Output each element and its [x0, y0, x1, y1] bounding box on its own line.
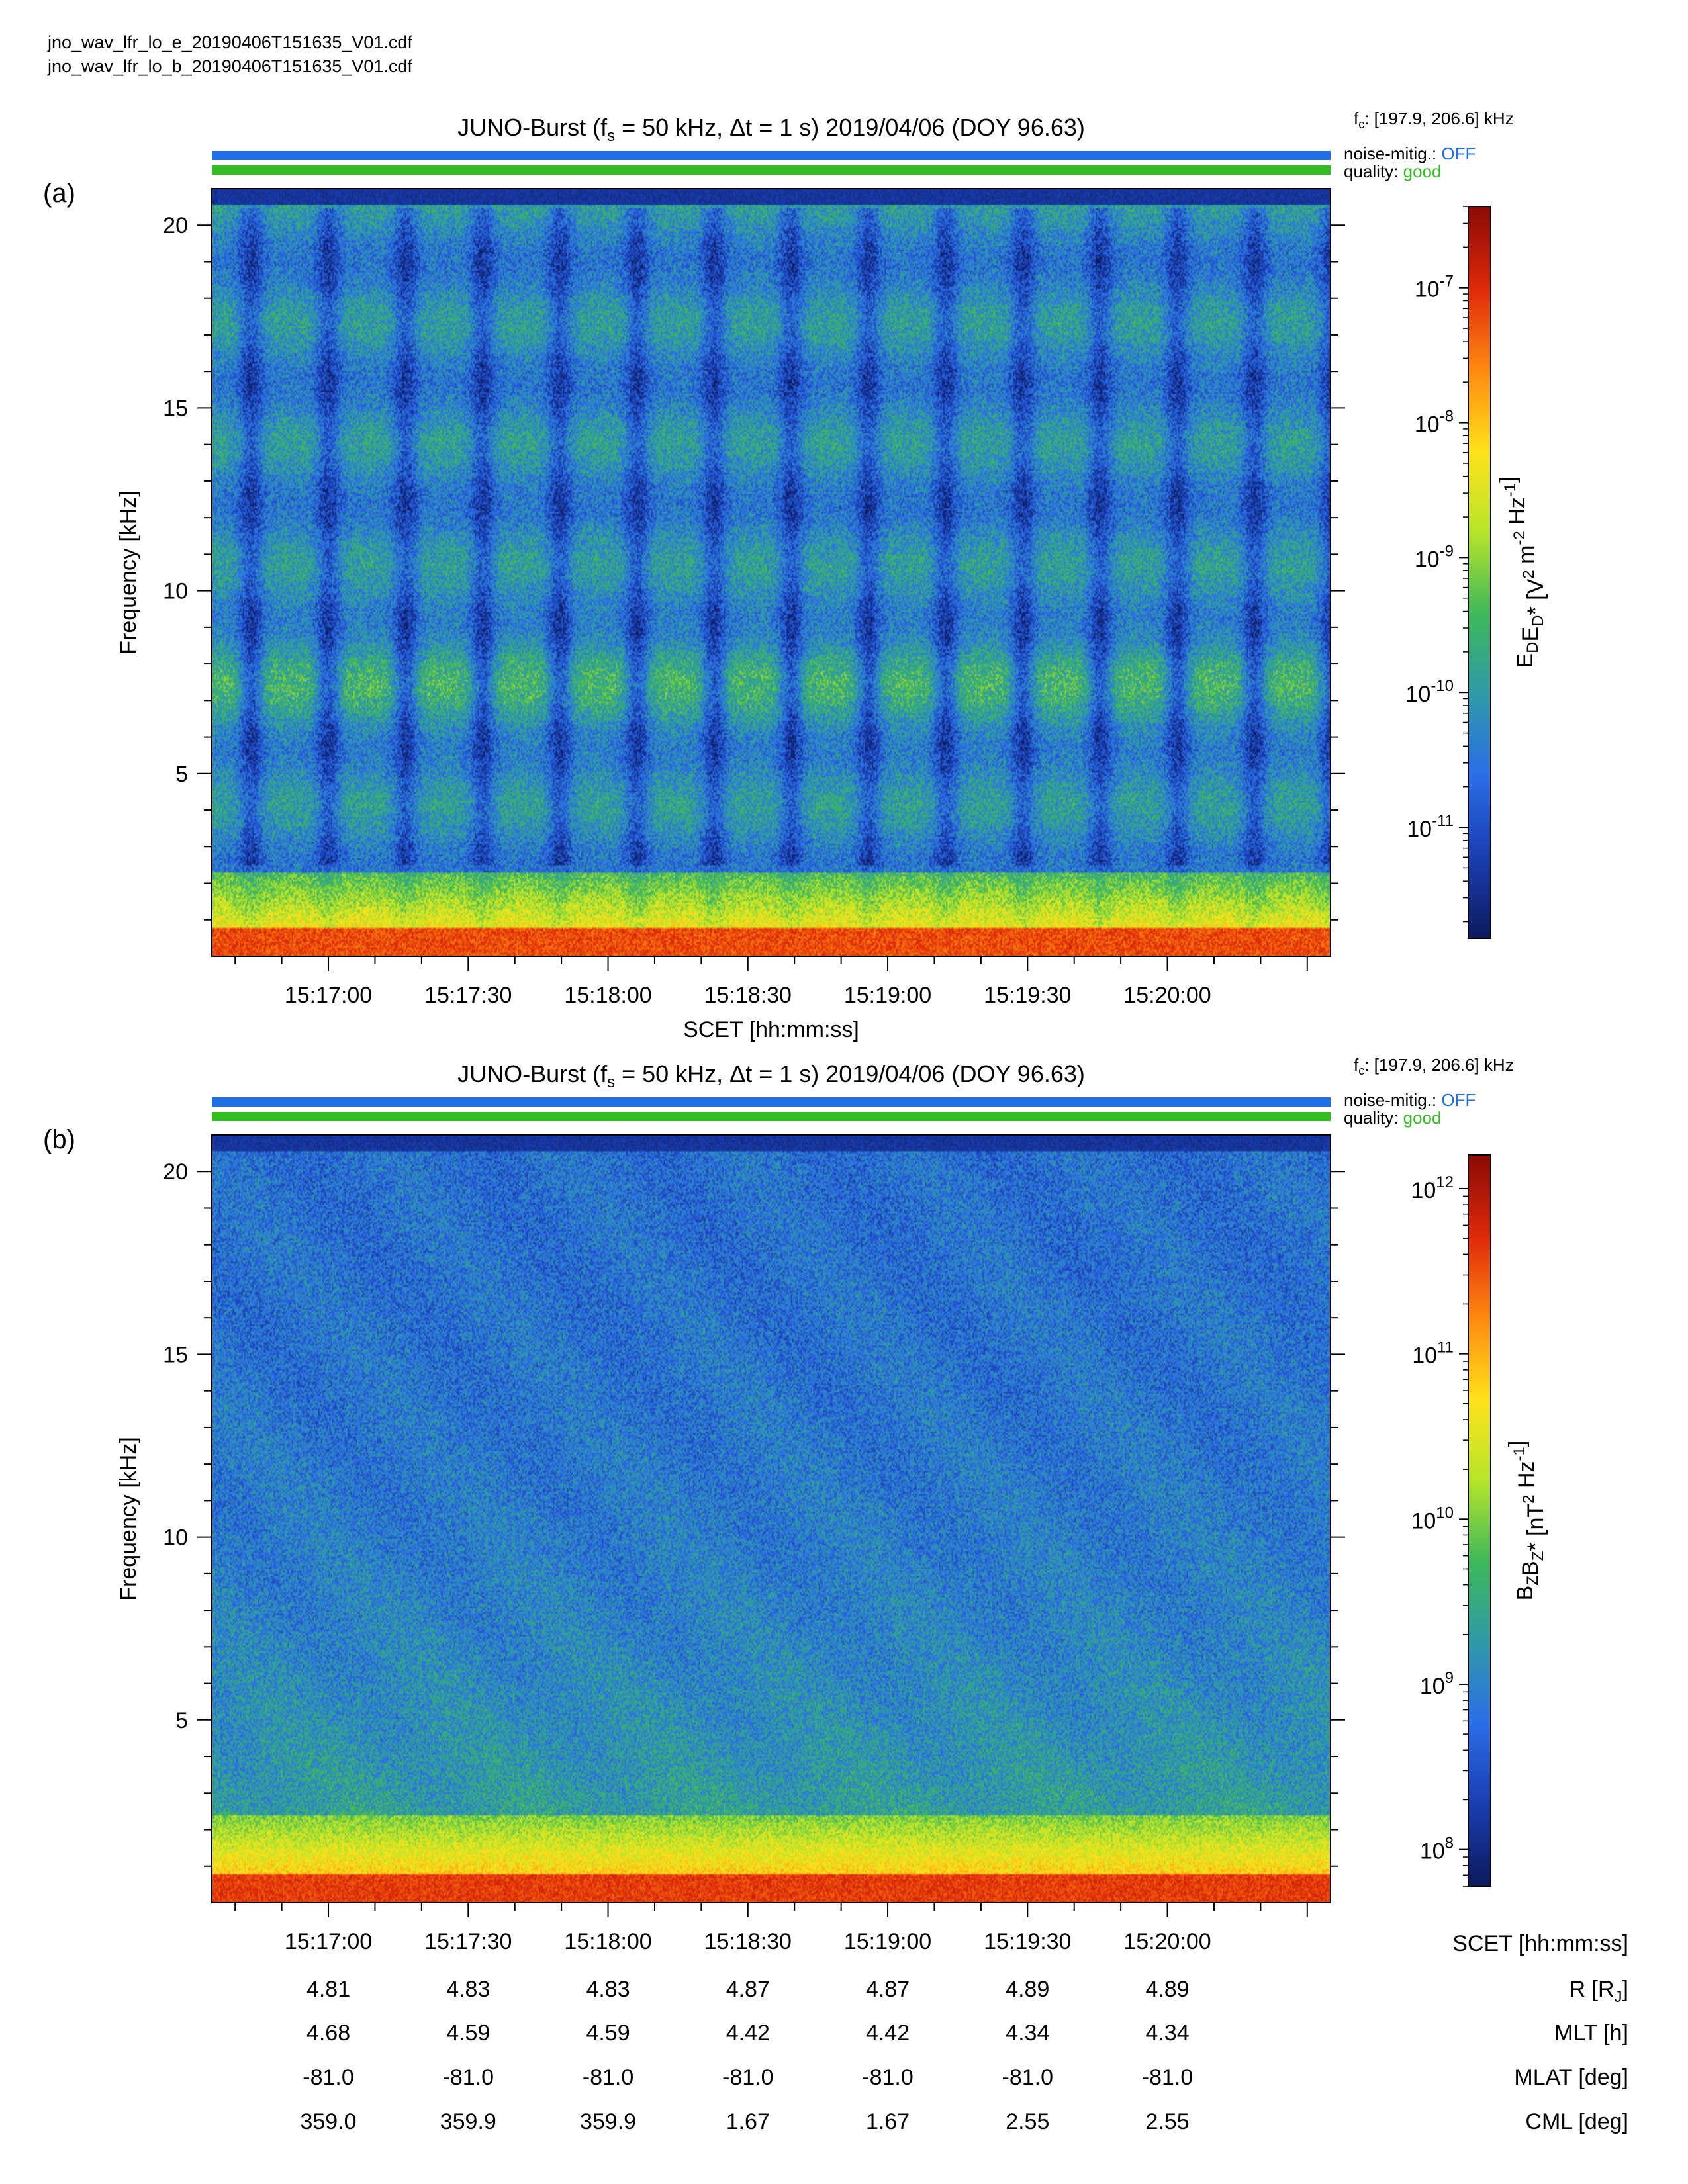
- ephemeris-row-label: CML [deg]: [1525, 2109, 1628, 2134]
- file-list: jno_wav_lfr_lo_e_20190406T151635_V01.cdf…: [48, 30, 412, 78]
- ephemeris-value: 4.81: [306, 1977, 350, 2002]
- y-tick-label: 10: [163, 1525, 188, 1551]
- y-tick-label: 20: [163, 1160, 188, 1185]
- ephemeris-value: 359.0: [300, 2109, 356, 2134]
- x-tick-label: 15:19:00: [844, 1929, 931, 1954]
- ephemeris-value: 359.9: [440, 2109, 496, 2134]
- y-tick-label: 20: [163, 213, 188, 238]
- x-tick-label: 15:17:00: [285, 1929, 372, 1954]
- ephemeris-value: 4.34: [1006, 2021, 1049, 2046]
- plot-frame: [211, 188, 1331, 957]
- x-tick-label: 15:17:30: [424, 1929, 512, 1954]
- ephemeris-value: -81.0: [303, 2065, 354, 2090]
- x-tick-label: 15:19:30: [984, 1929, 1071, 1954]
- colorbar-tick-label: 1012: [1411, 1173, 1454, 1203]
- y-tick-label: 15: [163, 396, 188, 421]
- quality-bar: [212, 1112, 1331, 1121]
- ephemeris-value: 2.55: [1145, 2109, 1189, 2134]
- ephemeris-value: 4.34: [1145, 2021, 1189, 2046]
- ephemeris-value: 4.42: [866, 2021, 910, 2046]
- ephemeris-value: 4.87: [726, 1977, 770, 2002]
- file-name-b: jno_wav_lfr_lo_b_20190406T151635_V01.cdf: [48, 56, 412, 76]
- x-tick-label: 15:19:00: [844, 983, 931, 1008]
- ephemeris-value: -81.0: [862, 2065, 914, 2090]
- colorbar-frame: [1468, 206, 1491, 939]
- ephemeris-value: 4.89: [1145, 1977, 1189, 2002]
- x-axis-label: SCET [hh:mm:ss]: [683, 1017, 859, 1042]
- spectrogram-heatmap: [212, 1135, 1331, 1903]
- colorbar: [1468, 1155, 1491, 1886]
- ephemeris-value: 1.67: [726, 2109, 770, 2134]
- y-tick-label: 10: [163, 579, 188, 604]
- ephemeris-value: 4.83: [586, 1977, 630, 2002]
- ephemeris-row-label: R [RJ]: [1570, 1977, 1628, 2006]
- x-tick-label: 15:17:30: [424, 983, 512, 1008]
- noise-mitigation-status: noise-mitig.: OFF: [1344, 144, 1476, 163]
- x-tick-label: 15:20:00: [1123, 1929, 1211, 1954]
- x-tick-label: 15:17:00: [285, 983, 372, 1008]
- colorbar-tick-label: 10-10: [1405, 677, 1454, 707]
- panel-label: (b): [43, 1125, 75, 1154]
- y-axis-label: Frequency [kHz]: [116, 490, 141, 655]
- y-tick-label: 5: [175, 762, 188, 787]
- panel-b: JUNO-Burst (fs = 50 kHz, Δt = 1 s) 2019/…: [43, 1055, 1548, 1954]
- y-tick-label: 15: [163, 1342, 188, 1367]
- noise-mitigation-status: noise-mitig.: OFF: [1344, 1090, 1476, 1110]
- center-frequency-label: fc: [197.9, 206.6] kHz: [1354, 109, 1514, 131]
- colorbar-tick-label: 10-9: [1415, 542, 1454, 572]
- colorbar-tick-label: 10-7: [1415, 273, 1454, 302]
- ephemeris-value: 4.42: [726, 2021, 770, 2046]
- x-tick-label: 15:20:00: [1123, 983, 1211, 1008]
- x-tick-label: 15:18:00: [564, 983, 651, 1008]
- file-name-e: jno_wav_lfr_lo_e_20190406T151635_V01.cdf: [48, 32, 412, 52]
- colorbar-frame: [1468, 1154, 1491, 1887]
- ephemeris-value: 4.68: [306, 2021, 350, 2046]
- ephemeris-value: -81.0: [443, 2065, 494, 2090]
- ephemeris-value: -81.0: [1142, 2065, 1194, 2090]
- panel-title: JUNO-Burst (fs = 50 kHz, Δt = 1 s) 2019/…: [457, 114, 1085, 145]
- colorbar-tick-label: 109: [1420, 1669, 1454, 1699]
- colorbar-tick-label: 10-8: [1415, 408, 1454, 437]
- ephemeris-table: SCET [hh:mm:ss] 4.81 4.83 4.83 4.87 4.87 4.89 4…: [300, 1931, 1628, 2134]
- ephemeris-value: -81.0: [1002, 2065, 1054, 2090]
- ephemeris-value: 1.67: [866, 2109, 910, 2134]
- ephemeris-value: 359.9: [580, 2109, 636, 2134]
- ephemeris-row-label: MLAT [deg]: [1514, 2065, 1628, 2090]
- spectrogram-heatmap: [212, 189, 1331, 956]
- colorbar-tick-label: 1011: [1412, 1339, 1454, 1369]
- ephemeris-row-label: MLT [h]: [1554, 2021, 1628, 2046]
- x-tick-label: 15:19:30: [984, 983, 1071, 1008]
- x-tick-label: 15:18:00: [564, 1929, 651, 1954]
- panel-label: (a): [43, 179, 75, 208]
- ephemeris-value: -81.0: [583, 2065, 634, 2090]
- quality-status: quality: good: [1344, 161, 1441, 181]
- ephemeris-value: 4.59: [446, 2021, 490, 2046]
- colorbar-tick-label: 1010: [1411, 1504, 1454, 1533]
- panel-a: JUNO-Burst (fs = 50 kHz, Δt = 1 s) 2019/…: [43, 109, 1548, 1042]
- colorbar-label: EDED* [V2 m-2 Hz-1]: [1495, 477, 1548, 668]
- ephemeris-value: 4.89: [1006, 1977, 1049, 2002]
- ephemeris-value: 4.83: [446, 1977, 490, 2002]
- ephemeris-value: 2.55: [1006, 2109, 1049, 2134]
- y-tick-label: 5: [175, 1708, 188, 1733]
- panel-title: JUNO-Burst (fs = 50 kHz, Δt = 1 s) 2019/…: [457, 1060, 1085, 1091]
- ephemeris-value: -81.0: [722, 2065, 774, 2090]
- center-frequency-label: fc: [197.9, 206.6] kHz: [1354, 1055, 1514, 1077]
- noise-mitigation-bar: [212, 1097, 1331, 1107]
- colorbar-tick-label: 10-11: [1407, 812, 1454, 842]
- noise-mitigation-bar: [212, 151, 1331, 160]
- ephemeris-value: 4.59: [586, 2021, 630, 2046]
- colorbar: [1468, 206, 1491, 938]
- ephemeris-row-label: SCET [hh:mm:ss]: [1452, 1931, 1628, 1956]
- quality-status: quality: good: [1344, 1108, 1441, 1128]
- colorbar-label: BZBZ* [nT2 Hz-1]: [1505, 1441, 1548, 1601]
- plot-frame: [211, 1134, 1331, 1903]
- quality-bar: [212, 165, 1331, 175]
- x-tick-label: 15:18:30: [704, 983, 792, 1008]
- y-axis-label: Frequency [kHz]: [116, 1437, 141, 1601]
- colorbar-tick-label: 108: [1420, 1835, 1454, 1864]
- x-tick-label: 15:18:30: [704, 1929, 792, 1954]
- ephemeris-value: 4.87: [866, 1977, 910, 2002]
